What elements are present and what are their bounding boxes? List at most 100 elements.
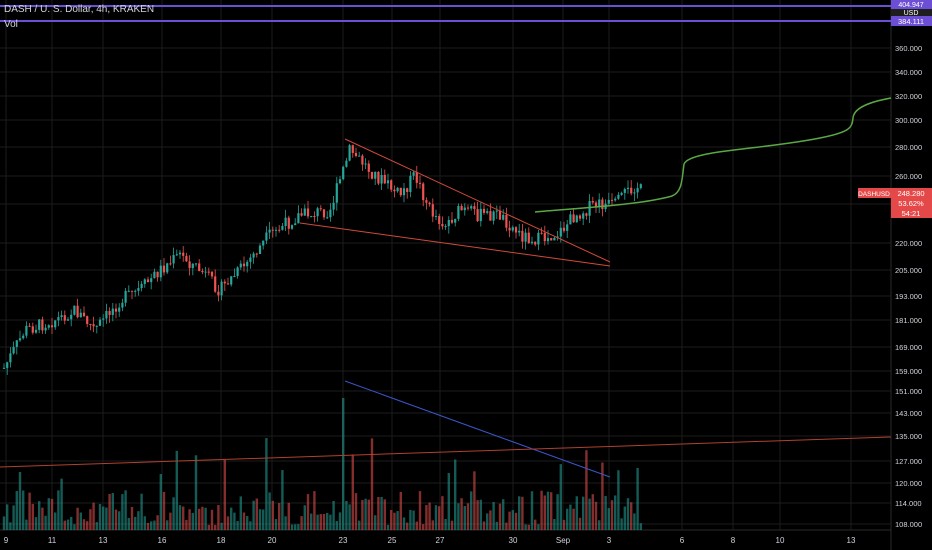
volume-bar (348, 504, 351, 530)
wedge-upper-line (344, 138, 611, 263)
candle-body (559, 227, 562, 237)
candle-body (214, 276, 217, 292)
volume-bar (639, 523, 642, 530)
volume-bar (127, 517, 130, 530)
volume-bar (566, 508, 569, 530)
volume-bar (316, 514, 319, 530)
volume-bar (140, 493, 143, 530)
volume-bar (431, 520, 434, 530)
time-axis-label: 25 (388, 536, 397, 545)
candle-body (226, 283, 230, 285)
candle-body (348, 145, 351, 161)
candle-body (89, 323, 92, 325)
candle-body (98, 319, 102, 326)
volume-bar (198, 508, 201, 530)
candle-body (582, 213, 585, 219)
candle-body (44, 327, 47, 331)
volume-bar (463, 505, 466, 530)
volume-bar (575, 496, 578, 530)
volume-bar (162, 491, 166, 530)
candle-body (79, 312, 82, 318)
projection-curve (534, 97, 892, 213)
candle-body (428, 202, 431, 205)
volume-bar (252, 500, 255, 530)
volume-bar (313, 491, 316, 530)
candle-body (351, 145, 354, 153)
price-change: 53.62% (898, 199, 924, 208)
volume-bar (143, 516, 146, 530)
volume-bar (364, 498, 367, 530)
price-axis-label: 340.000 (895, 68, 922, 77)
volume-bar (466, 503, 470, 530)
volume-bar (306, 494, 310, 530)
time-axis-label: 11 (48, 536, 57, 545)
price-axis-label: 120.000 (895, 479, 922, 488)
price-axis-label: 114.000 (895, 499, 922, 508)
volume-bar (284, 516, 287, 530)
candle-body (466, 207, 470, 209)
volume-bar (326, 512, 329, 530)
candle-body (303, 208, 306, 216)
price-axis-label: 193.000 (895, 292, 922, 301)
candle-body (108, 311, 111, 315)
volume-bar (319, 514, 322, 530)
candle-body (246, 261, 249, 267)
volume-bar (591, 494, 594, 530)
volume-bar (287, 502, 290, 530)
volume-bar (441, 496, 444, 530)
candle-body (290, 225, 294, 229)
volume-bar (223, 460, 226, 530)
volume-bar (476, 500, 479, 530)
candle-body (610, 199, 614, 201)
candle-body (492, 211, 495, 221)
candle-body (86, 316, 89, 324)
volume-bar (402, 517, 406, 530)
candle-body (354, 152, 358, 157)
volume-bar (460, 498, 463, 530)
volume-bar (569, 504, 572, 530)
candle-body (274, 229, 278, 231)
volume-bar (418, 491, 422, 530)
volume-bar (457, 503, 460, 530)
volume-bar (482, 521, 486, 530)
candle-body (489, 211, 492, 221)
volume-bar (338, 512, 342, 530)
volume-bar (57, 490, 60, 530)
volume-bar (361, 500, 364, 530)
candle-body (204, 271, 207, 273)
time-axis-label: 8 (731, 536, 736, 545)
candle-body (364, 163, 367, 165)
candle-body (76, 305, 79, 318)
candle-body (418, 182, 422, 184)
candle-body (230, 276, 233, 285)
candle-body (258, 245, 262, 255)
candle-body (614, 198, 617, 201)
volume-bar (380, 496, 383, 530)
candle-body (393, 189, 396, 192)
volume-bar (444, 518, 447, 530)
currency-tag (891, 9, 932, 17)
price-axis-label: 260.000 (895, 172, 922, 181)
candle-body (415, 172, 418, 183)
volume-bar (204, 507, 207, 530)
volume-bar (118, 511, 121, 530)
volume-bar (406, 522, 409, 530)
price-axis-label: 300.000 (895, 116, 922, 125)
current-price-tag (891, 188, 932, 218)
volume-bar (617, 470, 620, 530)
volume-bar (374, 515, 377, 530)
candle-body (361, 155, 364, 165)
volume-bar (559, 464, 562, 530)
volume-bar (28, 492, 31, 530)
candle-body (569, 214, 572, 225)
candle-body (367, 163, 370, 172)
candle-body (380, 174, 383, 184)
candle-body (514, 227, 518, 233)
candle-body (127, 290, 130, 292)
candle-body (518, 230, 521, 233)
volume-bar (188, 509, 191, 530)
price-axis-label: 127.000 (895, 457, 922, 466)
candle-body (377, 171, 380, 184)
candle-body (326, 217, 329, 219)
